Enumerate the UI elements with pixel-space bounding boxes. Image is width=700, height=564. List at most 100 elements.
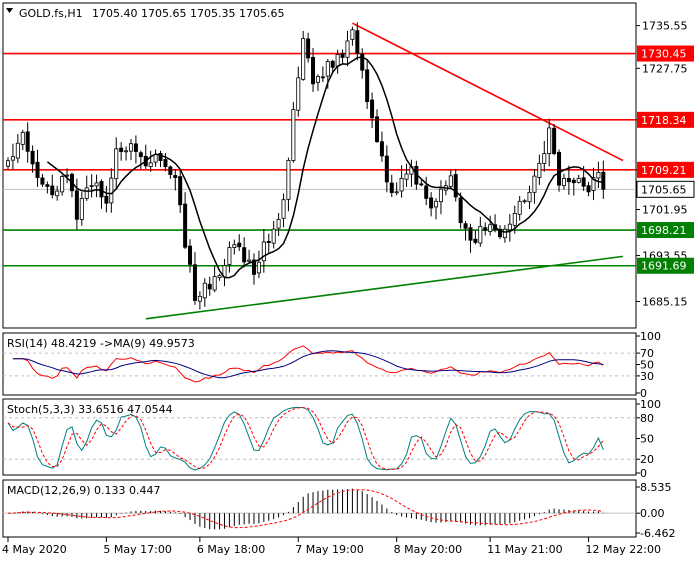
candle-body: [133, 143, 138, 152]
level-tag-label: 1705.65: [641, 183, 687, 196]
macd-header: MACD(12,26,9) 0.133 0.447: [7, 484, 161, 497]
candle-body: [15, 142, 20, 159]
candle-body: [419, 183, 424, 186]
candle-body: [197, 295, 202, 302]
candle-body: [552, 127, 557, 155]
candle-body: [55, 190, 60, 197]
level-tag-box: [637, 257, 694, 274]
candle-body: [138, 152, 143, 157]
candle-body: [335, 54, 340, 67]
time-tick-label: 6 May 18:00: [197, 543, 265, 556]
indicator-tick-label: 0: [640, 387, 647, 400]
candle-body: [434, 200, 439, 208]
indicator-tick-label: 100: [640, 398, 661, 411]
candle-body: [399, 177, 404, 192]
candle-body: [124, 150, 129, 153]
rsi-pane-frame: [2, 332, 637, 396]
candle-body: [281, 199, 286, 219]
candle-body: [188, 245, 193, 265]
candle-body: [374, 116, 379, 143]
price-series-group: [3, 22, 636, 320]
candle-body: [306, 38, 311, 59]
candle-body: [566, 178, 571, 183]
level-tag-label: 1709.21: [641, 164, 687, 177]
candle-body: [507, 223, 512, 231]
level-tag-box: [637, 111, 694, 128]
indicator-tick-label: 50: [640, 433, 654, 446]
level-tag-box: [637, 45, 694, 62]
level-tag-label: 1730.45: [641, 48, 687, 61]
candle-body: [10, 156, 15, 161]
candle-body: [296, 77, 301, 111]
candle-body: [192, 264, 197, 301]
candle-body: [251, 259, 256, 275]
candle-body: [163, 159, 168, 167]
price-tick-label: 1727.75: [642, 62, 688, 75]
indicator-tick-label: 70: [640, 347, 654, 360]
candle-body: [104, 195, 109, 204]
indicator-tick-label: 0.00: [640, 507, 665, 520]
candle-body: [389, 182, 394, 193]
candle-body: [128, 143, 133, 152]
rsi-ma-line: [12, 350, 604, 379]
candle-body: [404, 173, 409, 180]
symbol-header: GOLD.fs,H1: [19, 7, 83, 20]
price-pane-frame: [2, 2, 637, 329]
candle-body: [497, 228, 502, 238]
candle-body: [256, 261, 261, 274]
moving-average-line: [46, 56, 604, 279]
candle-body: [217, 275, 222, 279]
candle-body: [74, 190, 79, 220]
candle-body: [168, 166, 173, 175]
candle-body: [148, 162, 153, 168]
candle-body: [119, 147, 124, 152]
rsi-plot-area: [3, 345, 636, 383]
level-tag-label: 1691.69: [641, 260, 687, 273]
candle-body: [379, 141, 384, 157]
price-axis: 1735.551727.751718.341709.211701.951693.…: [636, 20, 695, 309]
candle-body: [537, 162, 542, 178]
candle-body: [547, 127, 552, 155]
time-axis: 4 May 2020 5 May 17:00 6 May 18:00 7 May 19…: [2, 537, 661, 556]
macd-pane[interactable]: 8.535 0.00 -6.462 MACD(12,26,9) 0.133 0.44…: [2, 479, 675, 540]
candle-body: [596, 171, 601, 179]
indicator-tick-label: -6.462: [640, 527, 675, 540]
candle-body: [365, 69, 370, 103]
candle-body: [561, 177, 566, 186]
candle-body: [483, 227, 488, 231]
candle-body: [557, 151, 562, 186]
candles-group: [6, 22, 606, 310]
candle-body: [237, 242, 242, 248]
candle-body: [453, 174, 458, 198]
candle-body: [542, 153, 547, 164]
rsi-line: [12, 345, 604, 383]
candle-body: [522, 200, 527, 203]
candle-body: [424, 185, 429, 199]
indicator-tick-label: 30: [640, 370, 654, 383]
candle-body: [276, 218, 281, 229]
stoch-main-line: [7, 406, 604, 471]
collapse-arrow-icon[interactable]: [6, 8, 13, 13]
time-tick-label: 8 May 20:00: [394, 543, 462, 556]
candle-body: [286, 160, 291, 200]
time-tick-label: 12 May 22:00: [586, 543, 661, 556]
candle-body: [232, 244, 237, 248]
candle-body: [571, 179, 576, 184]
candle-body: [350, 29, 355, 40]
candle-body: [178, 176, 183, 206]
candle-body: [591, 177, 596, 191]
candle-body: [79, 198, 84, 220]
candle-body: [173, 175, 178, 179]
candle-body: [315, 76, 320, 83]
time-tick-label: 5 May 17:00: [103, 543, 171, 556]
macd-axis: 8.535 0.00 -6.462: [636, 481, 675, 540]
candle-body: [576, 177, 581, 183]
main-price-pane[interactable]: 1735.551727.751718.341709.211701.951693.…: [2, 2, 695, 329]
time-tick-label: 11 May 21:00: [487, 543, 562, 556]
ohlc-header: 1705.40 1705.65 1705.35 1705.65: [92, 7, 284, 20]
time-tick-label: 4 May 2020: [2, 543, 67, 556]
